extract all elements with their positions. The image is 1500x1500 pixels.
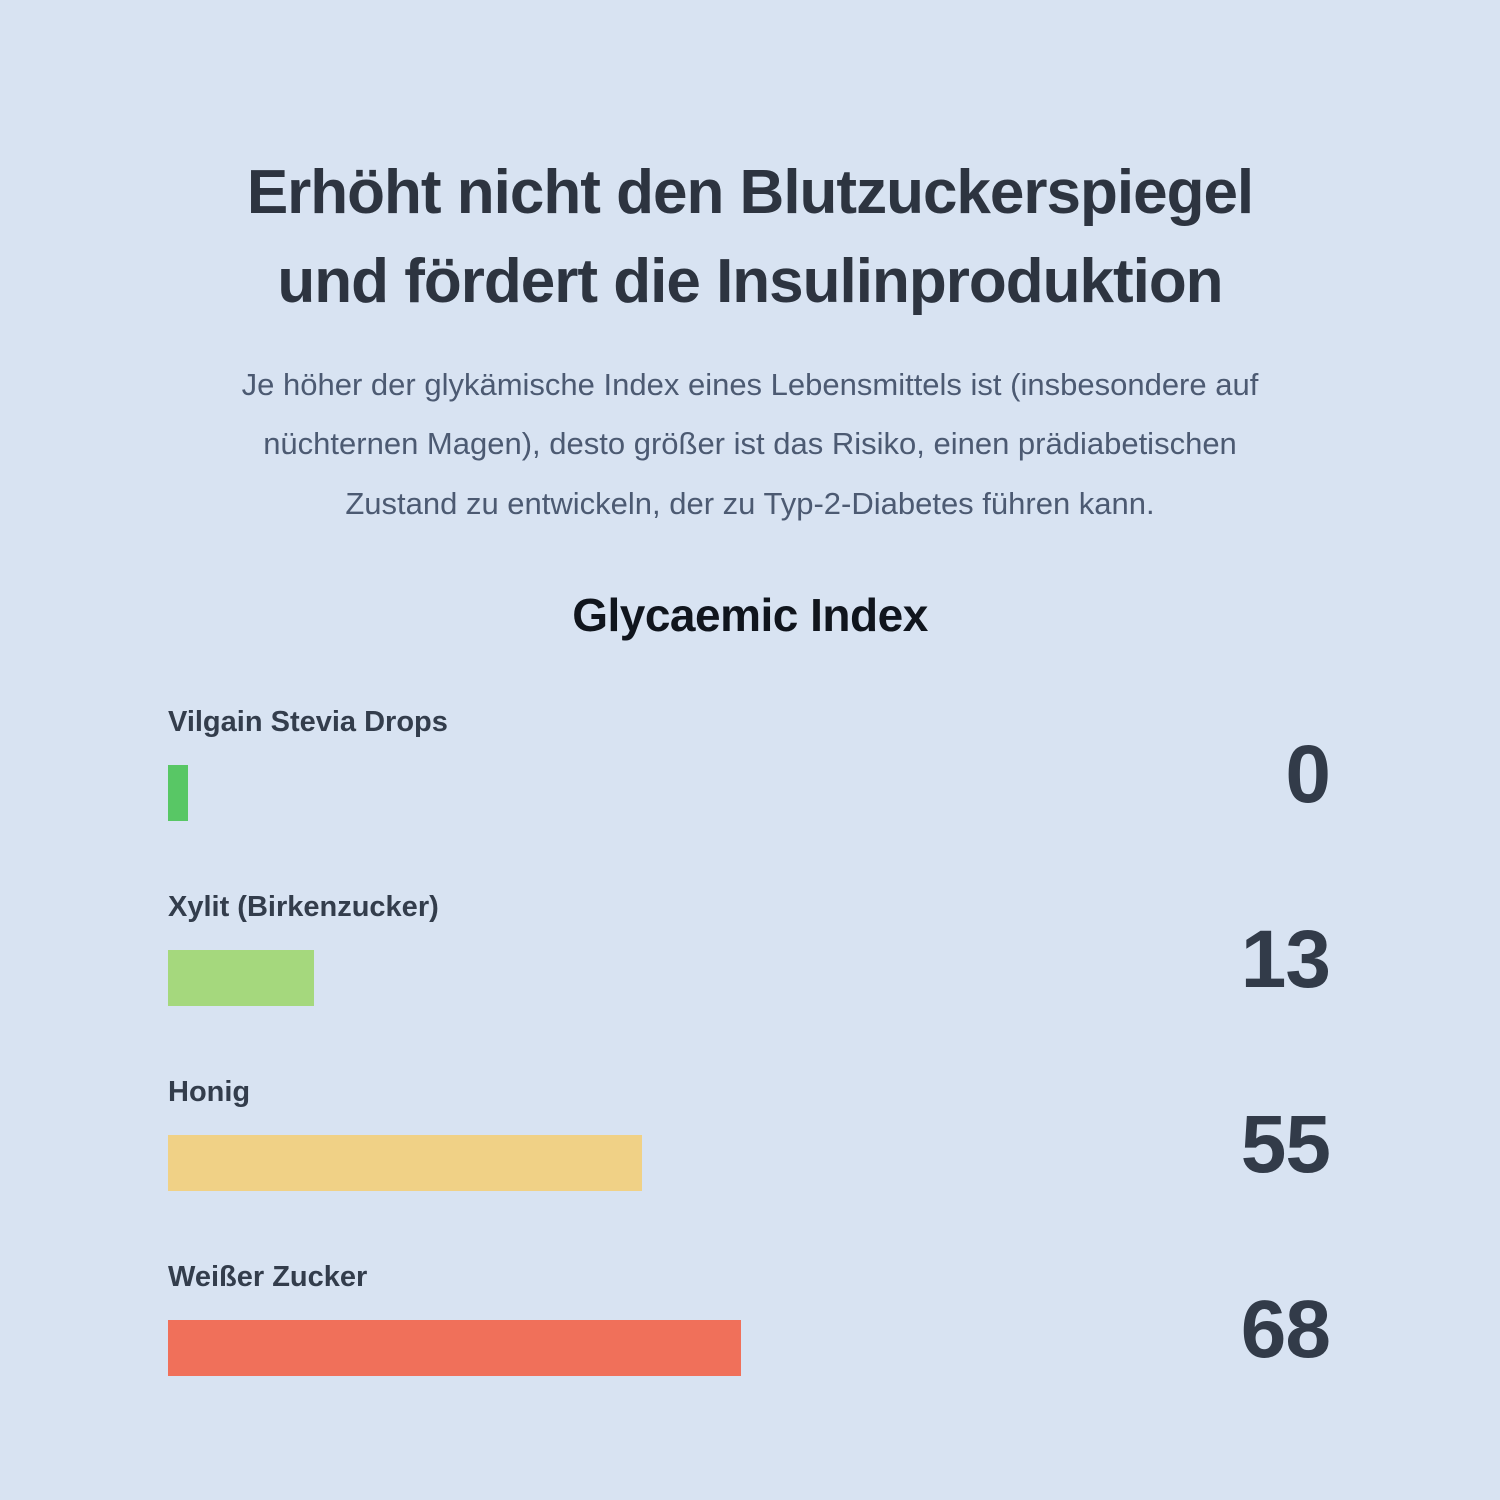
chart-row-stevia: Vilgain Stevia Drops 0 bbox=[168, 700, 1331, 885]
bar-track-weisser-zucker bbox=[168, 1320, 741, 1377]
page-title: Erhöht nicht den Blutzuckerspiegel und f… bbox=[150, 148, 1350, 327]
page-title-line-2: und fördert die Insulinproduktion bbox=[277, 247, 1223, 317]
chart-title: Glycaemic Index bbox=[572, 589, 928, 642]
bar-value-xylit: 13 bbox=[1240, 914, 1331, 1006]
page-subtitle-line-3: Zustand zu entwickeln, der zu Typ-2-Diab… bbox=[345, 485, 1155, 521]
bar-track-stevia bbox=[168, 765, 741, 822]
bar-value-stevia: 0 bbox=[1285, 729, 1331, 821]
bar-xylit bbox=[168, 950, 315, 1007]
bar-label-weisser-zucker: Weißer Zucker bbox=[168, 1261, 368, 1294]
bar-track-xylit bbox=[168, 950, 741, 1007]
page-subtitle: Je höher der glykämische Index eines Leb… bbox=[140, 355, 1360, 534]
bar-value-weisser-zucker: 68 bbox=[1240, 1284, 1331, 1376]
bar-value-honig: 55 bbox=[1240, 1099, 1331, 1191]
bar-track-honig bbox=[168, 1135, 741, 1192]
chart-row-weisser-zucker: Weißer Zucker 68 bbox=[168, 1255, 1331, 1440]
page-subtitle-line-2: nüchternen Magen), desto größer ist das … bbox=[263, 426, 1237, 462]
bar-label-stevia: Vilgain Stevia Drops bbox=[168, 706, 448, 739]
page-subtitle-line-1: Je höher der glykämische Index eines Leb… bbox=[241, 366, 1259, 402]
bar-honig bbox=[168, 1135, 642, 1192]
page-title-line-1: Erhöht nicht den Blutzuckerspiegel bbox=[246, 158, 1254, 227]
bar-label-xylit: Xylit (Birkenzucker) bbox=[168, 891, 439, 924]
bar-chart: Vilgain Stevia Drops 0 Xylit (Birkenzuck… bbox=[168, 700, 1331, 1440]
chart-row-honig: Honig 55 bbox=[168, 1070, 1331, 1255]
bar-weisser-zucker bbox=[168, 1320, 741, 1377]
bar-label-honig: Honig bbox=[168, 1076, 251, 1109]
chart-row-xylit: Xylit (Birkenzucker) 13 bbox=[168, 885, 1331, 1070]
bar-stevia bbox=[168, 765, 189, 822]
